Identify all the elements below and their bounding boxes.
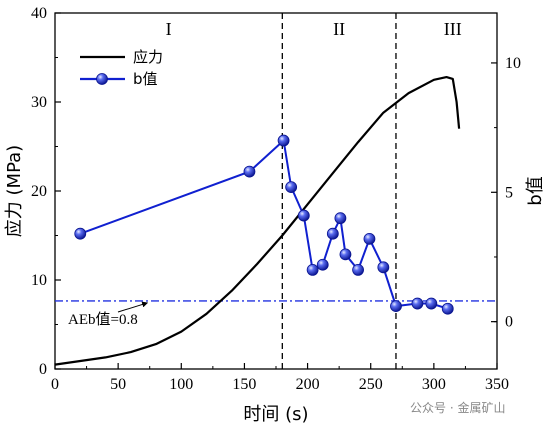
stress-series xyxy=(54,76,461,366)
x-tick-label: 300 xyxy=(422,376,446,393)
b-value-point xyxy=(390,300,402,313)
b-value-point xyxy=(316,258,329,271)
x-tick-label: 250 xyxy=(359,376,383,393)
y-left-tick-label: 40 xyxy=(31,5,47,22)
y-right-axis-title: b值 xyxy=(525,176,546,205)
region-labels: I II III xyxy=(166,19,462,39)
x-axis-title: 时间 (s) xyxy=(243,404,308,425)
y-left-tick-label: 10 xyxy=(31,272,47,289)
b-value-point xyxy=(425,297,438,310)
y-right-tick-label: 5 xyxy=(505,184,513,201)
b-value-point xyxy=(334,212,347,225)
x-tick-label: 50 xyxy=(110,376,126,393)
watermark: 公众号 · 金属矿山 xyxy=(410,400,505,415)
b-value-line xyxy=(79,138,449,310)
legend: 应力 b值 xyxy=(80,48,163,88)
legend-stress-label: 应力 xyxy=(133,48,163,66)
region-dividers xyxy=(281,13,397,369)
b-value-point xyxy=(326,227,339,240)
region-label-I: I xyxy=(166,19,172,39)
b-value-point xyxy=(297,209,310,222)
annotation-arrow xyxy=(117,301,149,313)
x-tick-label: 0 xyxy=(51,376,59,393)
b-value-point xyxy=(339,248,352,261)
b-value-point xyxy=(377,261,390,274)
annotation-text: AEb值=0.8 xyxy=(68,311,138,328)
annotation: AEb值=0.8 xyxy=(68,301,149,328)
x-tick-label: 100 xyxy=(169,376,193,393)
b-value-point xyxy=(363,232,376,245)
x-tick-label: 350 xyxy=(485,376,509,393)
y-left-axis-title: 应力 (MPa) xyxy=(4,145,25,237)
b-value-point xyxy=(411,297,424,310)
region-label-II: II xyxy=(333,19,345,39)
b-value-point xyxy=(441,302,454,315)
y-right-tick-label: 0 xyxy=(505,314,513,331)
x-tick-label: 200 xyxy=(296,376,320,393)
stress-line xyxy=(54,76,461,366)
x-tick-label: 150 xyxy=(232,376,256,393)
b-value-point xyxy=(306,264,319,276)
legend-b-label: b值 xyxy=(133,70,158,88)
region-label-III: III xyxy=(444,19,462,39)
b-value-point xyxy=(277,134,290,147)
b-value-series xyxy=(74,134,454,315)
b-value-point xyxy=(243,165,256,178)
b-value-point xyxy=(74,227,87,240)
b-value-point xyxy=(285,181,298,194)
y-left-tick-label: 0 xyxy=(39,361,47,378)
b-value-point xyxy=(352,264,364,276)
y-right-tick-label: 10 xyxy=(505,55,521,72)
y-left-tick-label: 20 xyxy=(31,183,47,200)
y-left-tick-label: 30 xyxy=(31,94,47,111)
legend-b-marker xyxy=(96,73,108,85)
axis-ticks: 0 50 100 150 200 250 300 350 0 10 20 30 40 0 5 10 xyxy=(31,5,521,393)
